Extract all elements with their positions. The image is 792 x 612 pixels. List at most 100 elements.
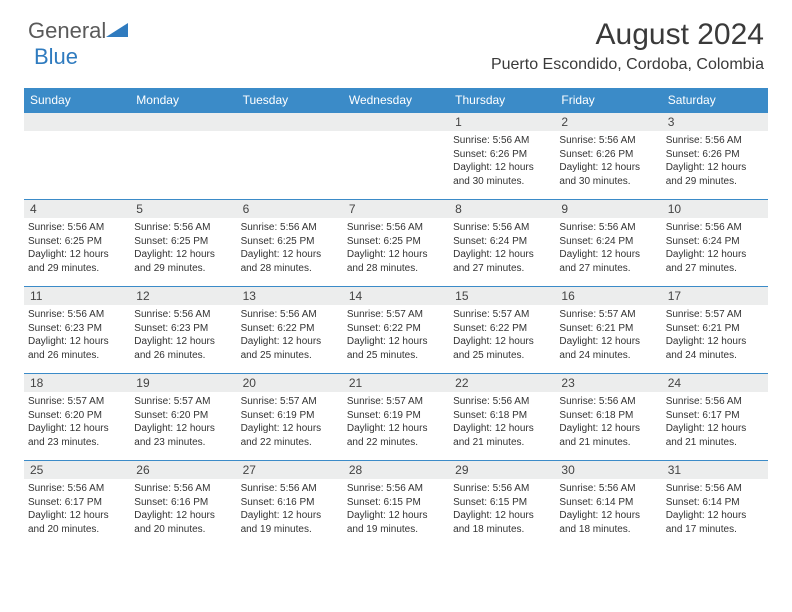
day-cell: 31Sunrise: 5:56 AMSunset: 6:14 PMDayligh… xyxy=(662,461,768,547)
day-details: Sunrise: 5:57 AMSunset: 6:20 PMDaylight:… xyxy=(134,392,232,449)
sunrise-text: Sunrise: 5:57 AM xyxy=(241,395,339,409)
day-cell: 23Sunrise: 5:56 AMSunset: 6:18 PMDayligh… xyxy=(555,374,661,460)
sunrise-text: Sunrise: 5:56 AM xyxy=(666,221,764,235)
day-cell: 7Sunrise: 5:56 AMSunset: 6:25 PMDaylight… xyxy=(343,200,449,286)
day-details: Sunrise: 5:57 AMSunset: 6:22 PMDaylight:… xyxy=(347,305,445,362)
day-number: 23 xyxy=(555,374,661,392)
day-number: 30 xyxy=(555,461,661,479)
sunrise-text: Sunrise: 5:57 AM xyxy=(666,308,764,322)
day-number xyxy=(237,113,343,131)
day-number: 12 xyxy=(130,287,236,305)
day-number: 13 xyxy=(237,287,343,305)
day-cell: 1Sunrise: 5:56 AMSunset: 6:26 PMDaylight… xyxy=(449,113,555,199)
day-cell: 22Sunrise: 5:56 AMSunset: 6:18 PMDayligh… xyxy=(449,374,555,460)
sunrise-text: Sunrise: 5:56 AM xyxy=(666,395,764,409)
sunset-text: Sunset: 6:16 PM xyxy=(134,496,232,510)
day-number: 21 xyxy=(343,374,449,392)
sunset-text: Sunset: 6:25 PM xyxy=(347,235,445,249)
weekday-header: Sunday xyxy=(24,88,130,112)
daylight-text: Daylight: 12 hours and 22 minutes. xyxy=(241,422,339,449)
sunrise-text: Sunrise: 5:56 AM xyxy=(559,482,657,496)
day-details: Sunrise: 5:56 AMSunset: 6:17 PMDaylight:… xyxy=(666,392,764,449)
day-cell: 11Sunrise: 5:56 AMSunset: 6:23 PMDayligh… xyxy=(24,287,130,373)
day-cell: 30Sunrise: 5:56 AMSunset: 6:14 PMDayligh… xyxy=(555,461,661,547)
sunset-text: Sunset: 6:16 PM xyxy=(241,496,339,510)
daylight-text: Daylight: 12 hours and 21 minutes. xyxy=(559,422,657,449)
sunrise-text: Sunrise: 5:56 AM xyxy=(666,134,764,148)
day-cell: 24Sunrise: 5:56 AMSunset: 6:17 PMDayligh… xyxy=(662,374,768,460)
sunset-text: Sunset: 6:25 PM xyxy=(28,235,126,249)
daylight-text: Daylight: 12 hours and 21 minutes. xyxy=(666,422,764,449)
daylight-text: Daylight: 12 hours and 18 minutes. xyxy=(453,509,551,536)
day-cell: 17Sunrise: 5:57 AMSunset: 6:21 PMDayligh… xyxy=(662,287,768,373)
daylight-text: Daylight: 12 hours and 18 minutes. xyxy=(559,509,657,536)
sunset-text: Sunset: 6:23 PM xyxy=(134,322,232,336)
day-cell xyxy=(130,113,236,199)
day-number: 28 xyxy=(343,461,449,479)
day-cell: 3Sunrise: 5:56 AMSunset: 6:26 PMDaylight… xyxy=(662,113,768,199)
weekday-header: Wednesday xyxy=(343,88,449,112)
day-number: 11 xyxy=(24,287,130,305)
day-number: 19 xyxy=(130,374,236,392)
day-cell: 18Sunrise: 5:57 AMSunset: 6:20 PMDayligh… xyxy=(24,374,130,460)
day-details: Sunrise: 5:57 AMSunset: 6:21 PMDaylight:… xyxy=(666,305,764,362)
day-cell: 20Sunrise: 5:57 AMSunset: 6:19 PMDayligh… xyxy=(237,374,343,460)
daylight-text: Daylight: 12 hours and 24 minutes. xyxy=(666,335,764,362)
day-number: 6 xyxy=(237,200,343,218)
day-cell: 25Sunrise: 5:56 AMSunset: 6:17 PMDayligh… xyxy=(24,461,130,547)
daylight-text: Daylight: 12 hours and 24 minutes. xyxy=(559,335,657,362)
daylight-text: Daylight: 12 hours and 25 minutes. xyxy=(347,335,445,362)
daylight-text: Daylight: 12 hours and 29 minutes. xyxy=(28,248,126,275)
day-number: 14 xyxy=(343,287,449,305)
day-details: Sunrise: 5:56 AMSunset: 6:18 PMDaylight:… xyxy=(559,392,657,449)
sunrise-text: Sunrise: 5:56 AM xyxy=(347,221,445,235)
calendar: SundayMondayTuesdayWednesdayThursdayFrid… xyxy=(24,88,768,547)
week-row: 18Sunrise: 5:57 AMSunset: 6:20 PMDayligh… xyxy=(24,373,768,460)
sunrise-text: Sunrise: 5:56 AM xyxy=(134,221,232,235)
sunset-text: Sunset: 6:21 PM xyxy=(666,322,764,336)
weekday-header-row: SundayMondayTuesdayWednesdayThursdayFrid… xyxy=(24,88,768,112)
day-cell: 19Sunrise: 5:57 AMSunset: 6:20 PMDayligh… xyxy=(130,374,236,460)
day-details: Sunrise: 5:56 AMSunset: 6:15 PMDaylight:… xyxy=(347,479,445,536)
daylight-text: Daylight: 12 hours and 26 minutes. xyxy=(134,335,232,362)
daylight-text: Daylight: 12 hours and 30 minutes. xyxy=(453,161,551,188)
day-details: Sunrise: 5:56 AMSunset: 6:14 PMDaylight:… xyxy=(559,479,657,536)
daylight-text: Daylight: 12 hours and 20 minutes. xyxy=(28,509,126,536)
day-cell xyxy=(24,113,130,199)
sunset-text: Sunset: 6:22 PM xyxy=(241,322,339,336)
daylight-text: Daylight: 12 hours and 23 minutes. xyxy=(134,422,232,449)
sunset-text: Sunset: 6:24 PM xyxy=(453,235,551,249)
day-number: 5 xyxy=(130,200,236,218)
day-number: 26 xyxy=(130,461,236,479)
logo-triangle-icon xyxy=(106,21,128,42)
sunrise-text: Sunrise: 5:56 AM xyxy=(559,395,657,409)
sunset-text: Sunset: 6:14 PM xyxy=(666,496,764,510)
day-number: 17 xyxy=(662,287,768,305)
sunrise-text: Sunrise: 5:56 AM xyxy=(28,308,126,322)
sunrise-text: Sunrise: 5:56 AM xyxy=(134,482,232,496)
week-row: 11Sunrise: 5:56 AMSunset: 6:23 PMDayligh… xyxy=(24,286,768,373)
day-cell: 14Sunrise: 5:57 AMSunset: 6:22 PMDayligh… xyxy=(343,287,449,373)
title-block: August 2024 Puerto Escondido, Cordoba, C… xyxy=(491,18,764,74)
sunset-text: Sunset: 6:17 PM xyxy=(666,409,764,423)
sunrise-text: Sunrise: 5:57 AM xyxy=(347,308,445,322)
day-details: Sunrise: 5:56 AMSunset: 6:17 PMDaylight:… xyxy=(28,479,126,536)
sunrise-text: Sunrise: 5:56 AM xyxy=(28,482,126,496)
day-number: 8 xyxy=(449,200,555,218)
daylight-text: Daylight: 12 hours and 27 minutes. xyxy=(666,248,764,275)
weekday-header: Saturday xyxy=(662,88,768,112)
sunset-text: Sunset: 6:18 PM xyxy=(453,409,551,423)
day-cell: 16Sunrise: 5:57 AMSunset: 6:21 PMDayligh… xyxy=(555,287,661,373)
day-cell: 10Sunrise: 5:56 AMSunset: 6:24 PMDayligh… xyxy=(662,200,768,286)
sunrise-text: Sunrise: 5:57 AM xyxy=(347,395,445,409)
day-number xyxy=(343,113,449,131)
daylight-text: Daylight: 12 hours and 28 minutes. xyxy=(347,248,445,275)
day-number xyxy=(130,113,236,131)
sunset-text: Sunset: 6:26 PM xyxy=(453,148,551,162)
day-cell xyxy=(237,113,343,199)
week-row: 4Sunrise: 5:56 AMSunset: 6:25 PMDaylight… xyxy=(24,199,768,286)
daylight-text: Daylight: 12 hours and 25 minutes. xyxy=(453,335,551,362)
location-text: Puerto Escondido, Cordoba, Colombia xyxy=(491,56,764,74)
sunrise-text: Sunrise: 5:56 AM xyxy=(241,482,339,496)
day-details: Sunrise: 5:56 AMSunset: 6:26 PMDaylight:… xyxy=(453,131,551,188)
